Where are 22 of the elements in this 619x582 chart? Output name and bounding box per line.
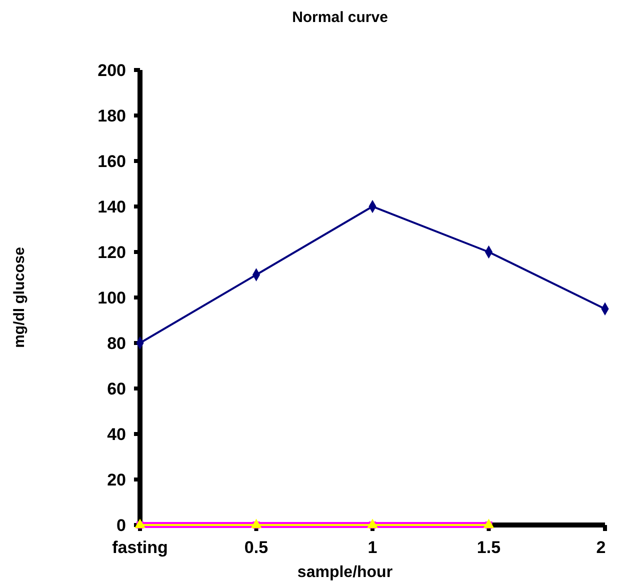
y-axis-title: mg/dl glucose <box>11 247 28 348</box>
y-tick-label: 180 <box>98 106 126 126</box>
y-tick-label: 120 <box>98 242 126 262</box>
point <box>250 518 262 528</box>
x-tick-label: 2 <box>596 538 606 557</box>
y-tick-label: 20 <box>107 470 126 490</box>
x-tick-label: fasting <box>112 538 168 557</box>
y-tick-label: 100 <box>98 288 126 308</box>
y-tick-label: 200 <box>98 60 126 80</box>
y-tick-label: 80 <box>107 334 126 353</box>
x-tick-label: 0.5 <box>244 538 268 557</box>
point <box>367 518 378 528</box>
chart-title: Normal curve <box>292 9 388 26</box>
x-tick-label: 1 <box>368 538 378 557</box>
x-axis-title: sample/hour <box>297 564 393 581</box>
y-tick-label: 0 <box>116 516 126 535</box>
point <box>483 518 494 528</box>
y-tick-label: 160 <box>98 152 126 171</box>
y-tick-label: 140 <box>98 197 126 216</box>
y-tick-label: 60 <box>107 379 126 398</box>
x-tick-label: 1.5 <box>476 538 501 557</box>
y-tick-label: 40 <box>107 424 126 444</box>
